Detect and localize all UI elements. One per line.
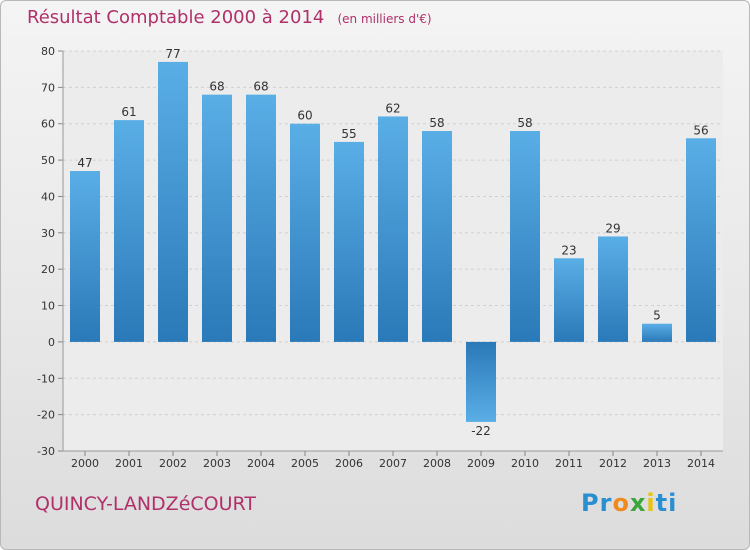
- data-label: 61: [121, 105, 136, 119]
- commune-name: QUINCY-LANDZéCOURT: [35, 493, 256, 515]
- bar: [554, 258, 584, 342]
- bar: [290, 123, 320, 342]
- x-tick-label: 2013: [643, 457, 671, 470]
- x-tick-label: 2000: [71, 457, 99, 470]
- bar: [686, 138, 716, 342]
- bar: [598, 236, 628, 342]
- x-tick-label: 2007: [379, 457, 407, 470]
- data-label: 68: [209, 80, 224, 94]
- data-label: 29: [605, 221, 620, 235]
- data-label: 58: [429, 116, 444, 130]
- y-tick-label: -30: [37, 445, 55, 458]
- x-tick-label: 2003: [203, 457, 231, 470]
- logo-letter: i: [646, 489, 656, 517]
- logo-letter: r: [599, 489, 613, 517]
- data-label: 68: [253, 80, 268, 94]
- x-tick-label: 2004: [247, 457, 275, 470]
- data-label: 55: [341, 127, 356, 141]
- bar: [422, 131, 452, 342]
- logo-letter: t: [655, 489, 669, 517]
- logo-letter: x: [629, 489, 647, 517]
- bar: [114, 120, 144, 342]
- y-tick-label: -10: [37, 372, 55, 385]
- x-tick-label: 2009: [467, 457, 495, 470]
- data-label: 5: [653, 309, 661, 323]
- y-tick-label: 20: [41, 263, 55, 276]
- y-tick-label: 80: [41, 45, 55, 58]
- bar: [510, 131, 540, 342]
- x-tick-label: 2011: [555, 457, 583, 470]
- bar: [202, 94, 232, 342]
- chart-title-block: Résultat Comptable 2000 à 2014 (en milli…: [27, 7, 432, 28]
- bar: [334, 141, 364, 342]
- proxiti-logo: Proxiti: [581, 489, 677, 517]
- bar: [158, 61, 188, 342]
- data-label: 58: [517, 116, 532, 130]
- y-tick-label: 10: [41, 300, 55, 313]
- x-tick-label: 2005: [291, 457, 319, 470]
- x-tick-label: 2008: [423, 457, 451, 470]
- bar: [246, 94, 276, 342]
- bar: [70, 171, 100, 342]
- bar: [466, 341, 496, 422]
- y-tick-label: 60: [41, 118, 55, 131]
- data-label: 47: [77, 156, 92, 170]
- chart-unit: (en milliers d'€): [337, 12, 432, 26]
- data-label: 56: [693, 123, 708, 137]
- x-tick-label: 2002: [159, 457, 187, 470]
- y-tick-label: -20: [37, 409, 55, 422]
- data-label: 77: [165, 47, 180, 61]
- chart-title: Résultat Comptable 2000 à 2014: [27, 7, 325, 28]
- x-tick-label: 2010: [511, 457, 539, 470]
- data-label: -22: [471, 424, 491, 438]
- bar: [642, 323, 672, 342]
- y-tick-label: 70: [41, 81, 55, 94]
- x-tick-label: 2001: [115, 457, 143, 470]
- x-tick-label: 2006: [335, 457, 363, 470]
- logo-letter: P: [581, 489, 600, 517]
- y-tick-label: 0: [48, 336, 55, 349]
- bar: [378, 116, 408, 342]
- x-tick-label: 2014: [687, 457, 715, 470]
- y-tick-label: 50: [41, 154, 55, 167]
- x-tick-label: 2012: [599, 457, 627, 470]
- data-label: 60: [297, 109, 312, 123]
- y-tick-label: 30: [41, 227, 55, 240]
- logo-letter: i: [668, 489, 678, 517]
- data-label: 62: [385, 101, 400, 115]
- data-label: 23: [561, 243, 576, 257]
- y-tick-label: 40: [41, 190, 55, 203]
- logo-letter: o: [612, 489, 630, 517]
